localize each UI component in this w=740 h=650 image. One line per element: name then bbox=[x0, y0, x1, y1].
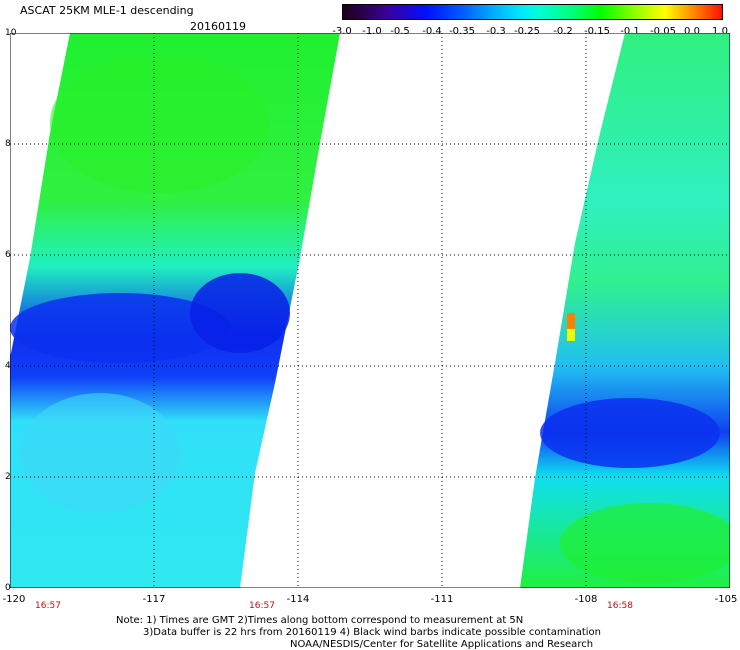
product-date: 20160119 bbox=[190, 20, 246, 33]
west-blue-patch-2 bbox=[190, 273, 290, 353]
footer-credit: NOAA/NESDIS/Center for Satellite Applica… bbox=[290, 639, 594, 650]
footer-note-2: 3)Data buffer is 22 hrs from 20160119 4)… bbox=[143, 627, 601, 638]
time-label: 16:57 bbox=[249, 601, 275, 611]
footer-note-1: Note: 1) Times are GMT 2)Times along bot… bbox=[116, 615, 524, 626]
color-scale-label: -0.2 bbox=[553, 26, 573, 37]
east-yellow-pixel bbox=[567, 329, 575, 341]
latitude-label: 8 bbox=[5, 139, 11, 149]
latitude-label: 4 bbox=[5, 361, 11, 371]
east-blue-patch bbox=[540, 398, 720, 468]
color-scale-label: -0.3 bbox=[486, 26, 506, 37]
color-scale-label: -1.0 bbox=[362, 26, 382, 37]
longitude-label: -108 bbox=[574, 594, 598, 605]
color-scale-label: -0.05 bbox=[650, 26, 676, 37]
longitude-label: -105 bbox=[714, 594, 738, 605]
longitude-label: -114 bbox=[286, 594, 310, 605]
latitude-label: 2 bbox=[5, 472, 11, 482]
map-grid bbox=[10, 33, 730, 588]
east-orange-pixel bbox=[567, 313, 575, 329]
latitude-label: 0 bbox=[5, 583, 11, 593]
longitude-label: -111 bbox=[430, 594, 454, 605]
longitude-label: -117 bbox=[142, 594, 166, 605]
west-green-patch bbox=[50, 53, 270, 193]
longitude-label: -120 bbox=[2, 594, 26, 605]
color-scale-label: -0.5 bbox=[390, 26, 410, 37]
color-scale-label: 0.0 bbox=[684, 26, 700, 37]
west-blue-patch bbox=[10, 293, 230, 363]
product-title: ASCAT 25KM MLE-1 descending bbox=[20, 4, 194, 17]
map-plot bbox=[10, 33, 730, 588]
color-scale-label: -0.4 bbox=[422, 26, 442, 37]
color-scale-label: -0.35 bbox=[449, 26, 475, 37]
west-cyan-patch bbox=[20, 393, 180, 513]
time-label: 16:58 bbox=[607, 601, 633, 611]
east-green-patch bbox=[560, 503, 730, 583]
color-scale-label: -0.1 bbox=[620, 26, 640, 37]
color-scale-label: -0.15 bbox=[584, 26, 610, 37]
latitude-label: 10 bbox=[5, 28, 17, 38]
color-scale-bar bbox=[342, 4, 723, 20]
time-label: 16:57 bbox=[35, 601, 61, 611]
color-scale-label: -0.25 bbox=[514, 26, 540, 37]
color-scale-label: -3.0 bbox=[332, 26, 352, 37]
color-scale-label: 1.0 bbox=[712, 26, 728, 37]
latitude-label: 6 bbox=[5, 250, 11, 260]
